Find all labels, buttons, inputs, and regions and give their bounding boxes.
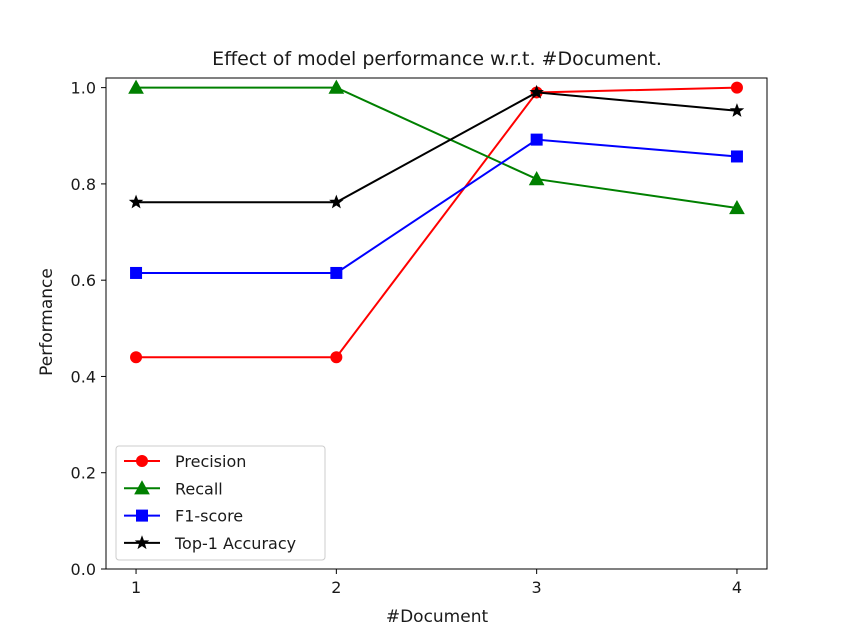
legend-entry: F1-score bbox=[124, 507, 243, 526]
legend-label: Recall bbox=[175, 479, 223, 498]
data-point bbox=[729, 199, 745, 215]
chart-legend: Precision Recall F1-score Top-1 Accuracy bbox=[115, 445, 326, 561]
data-point bbox=[730, 150, 743, 163]
legend-marker bbox=[136, 509, 148, 522]
legend-box bbox=[115, 445, 326, 561]
x-tick-label: 4 bbox=[732, 578, 742, 597]
legend-marker bbox=[136, 455, 148, 467]
data-point bbox=[328, 79, 345, 94]
plot-area bbox=[128, 79, 745, 364]
plot-frame bbox=[105, 77, 768, 570]
axes: 1 2 3 4 0.0 0.2 0.4 0.6 0.8 1.0 bbox=[71, 77, 768, 597]
series-f1-score bbox=[130, 133, 743, 279]
data-point bbox=[730, 81, 743, 94]
data-point bbox=[330, 351, 343, 364]
series-line bbox=[136, 91, 738, 204]
series-line bbox=[136, 86, 737, 359]
data-point bbox=[729, 103, 745, 117]
y-tick-label: 0.4 bbox=[71, 367, 96, 386]
y-tick-label: 1.0 bbox=[71, 79, 96, 98]
series-top-1-accuracy bbox=[128, 84, 745, 209]
x-tick-label: 2 bbox=[331, 578, 341, 597]
legend-label: Precision bbox=[175, 452, 246, 471]
legend-label: Top-1 Accuracy bbox=[174, 534, 296, 553]
legend-entry: Top-1 Accuracy bbox=[124, 534, 296, 553]
data-point bbox=[529, 84, 544, 99]
y-tick-label: 0.2 bbox=[71, 464, 96, 483]
data-point bbox=[329, 194, 344, 209]
chart-title: Effect of model performance w.r.t. #Docu… bbox=[212, 48, 662, 70]
data-point bbox=[128, 79, 144, 94]
series-line bbox=[136, 138, 738, 274]
legend-entry: Recall bbox=[124, 479, 223, 498]
legend-entry: Precision bbox=[124, 452, 246, 471]
x-tick-label: 3 bbox=[532, 578, 542, 597]
x-axis-label: #Document bbox=[386, 607, 489, 627]
x-tick-label: 1 bbox=[131, 578, 141, 597]
legend-marker bbox=[134, 535, 150, 550]
series-line bbox=[136, 86, 738, 209]
series-recall bbox=[128, 79, 745, 215]
data-point bbox=[528, 171, 545, 186]
y-tick-label: 0.6 bbox=[71, 271, 96, 290]
data-point bbox=[130, 351, 143, 364]
y-axis-label: Performance bbox=[37, 268, 57, 376]
data-point bbox=[128, 194, 144, 209]
data-point bbox=[130, 266, 143, 279]
data-point bbox=[530, 133, 543, 146]
legend-label: F1-score bbox=[175, 507, 243, 526]
y-tick-label: 0.0 bbox=[71, 560, 96, 579]
data-point bbox=[330, 266, 343, 279]
legend-marker bbox=[134, 480, 150, 495]
y-tick-label: 0.8 bbox=[71, 175, 96, 194]
